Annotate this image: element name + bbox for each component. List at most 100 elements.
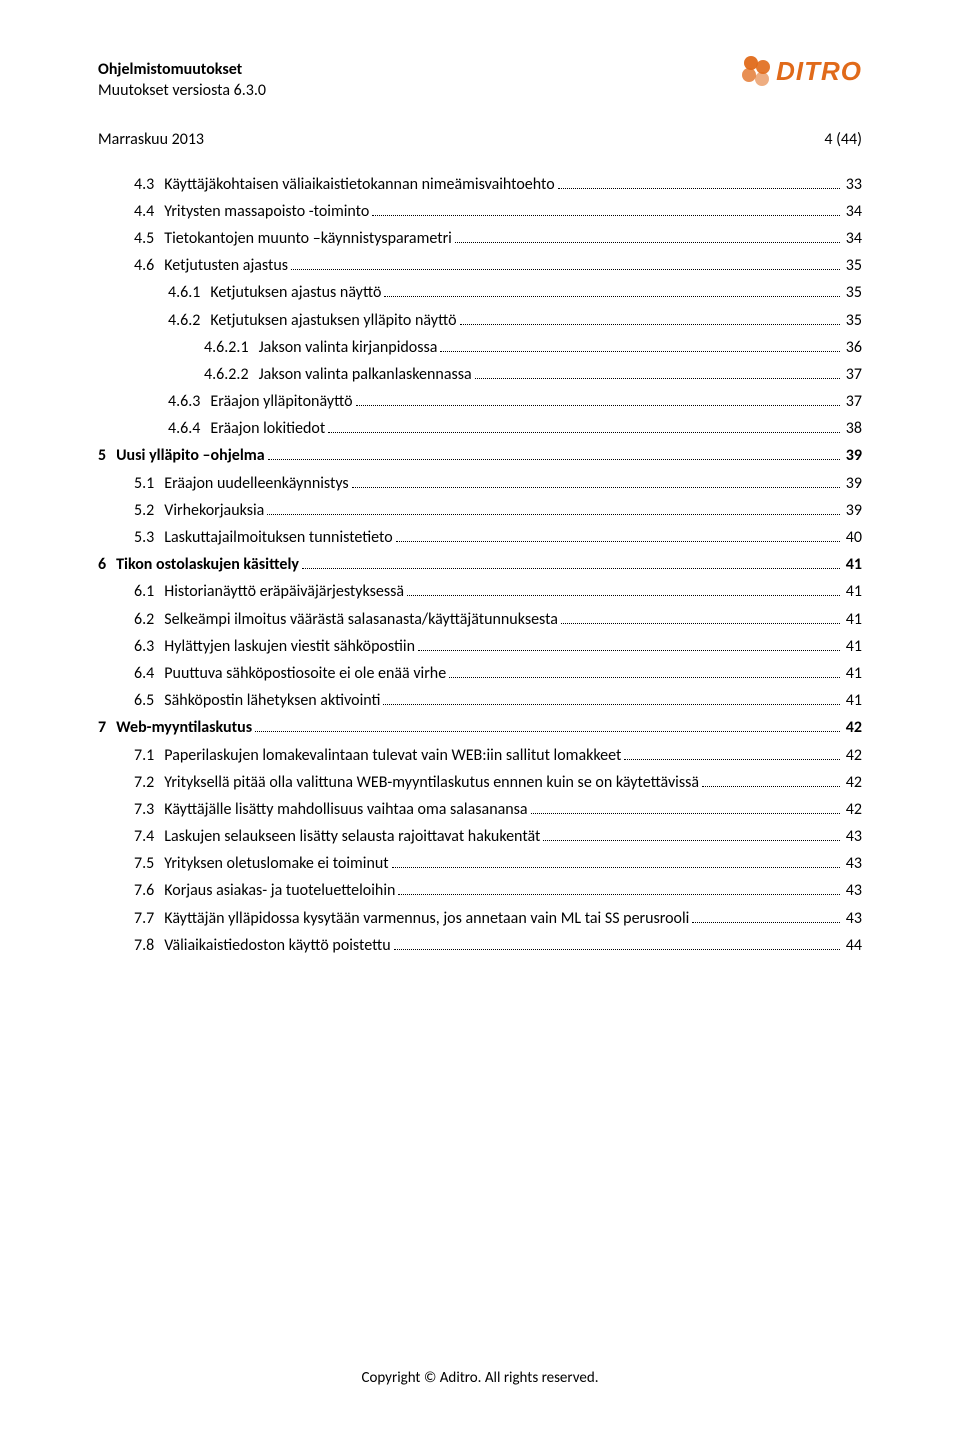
toc-entry-title: Jakson valinta palkanlaskennassa [259, 361, 472, 388]
toc-entry-title: Eräajon lokitiedot [210, 415, 325, 442]
toc-entry-title: Puuttuva sähköpostiosoite ei ole enää vi… [164, 660, 446, 687]
toc-entry-title: Eräajon ylläpitonäyttö [210, 388, 352, 415]
toc-leader-dots [352, 474, 840, 488]
toc-entry-page: 43 [843, 850, 862, 877]
toc-leader-dots [407, 583, 840, 597]
toc-leader-dots [449, 664, 840, 678]
date-page-row: Marraskuu 2013 4 (44) [98, 130, 862, 149]
toc-entry-number: 7.5 [134, 850, 164, 877]
toc-entry[interactable]: 4.6Ketjutusten ajastus35 [98, 252, 862, 279]
toc-entry-number: 4.6.2.1 [204, 334, 259, 361]
toc-leader-dots [702, 773, 840, 787]
toc-entry-number: 4.6.1 [168, 279, 210, 306]
toc-leader-dots [475, 365, 840, 379]
toc-leader-dots [561, 610, 840, 624]
toc-entry[interactable]: 6.1Historianäyttö eräpäiväjärjestyksessä… [98, 578, 862, 605]
toc-entry[interactable]: 7.2Yrityksellä pitää olla valittuna WEB-… [98, 769, 862, 796]
toc-entry[interactable]: 7.7Käyttäjän ylläpidossa kysytään varmen… [98, 905, 862, 932]
toc-entry-title: Sähköpostin lähetyksen aktivointi [164, 687, 380, 714]
toc-leader-dots [255, 719, 840, 733]
toc-entry[interactable]: 4.6.3Eräajon ylläpitonäyttö37 [98, 388, 862, 415]
toc-entry-number: 4.3 [134, 171, 164, 198]
toc-entry-title: Web-myyntilaskutus [116, 714, 252, 741]
toc-entry-page: 41 [843, 578, 862, 605]
toc-entry-page: 39 [843, 442, 862, 469]
toc-entry[interactable]: 4.3Käyttäjäkohtaisen väliaikaistietokann… [98, 171, 862, 198]
toc-entry-title: Ketjutuksen ajastuksen ylläpito näyttö [210, 307, 456, 334]
toc-entry-number: 7.6 [134, 877, 164, 904]
toc-entry-number: 6.1 [134, 578, 164, 605]
toc-entry-number: 6.5 [134, 687, 164, 714]
toc-entry[interactable]: 4.6.1Ketjutuksen ajastus näyttö 35 [98, 279, 862, 306]
toc-entry-page: 39 [843, 470, 862, 497]
toc-entry-title: Yrityksellä pitää olla valittuna WEB-myy… [164, 769, 699, 796]
toc-entry[interactable]: 7.1Paperilaskujen lomakevalintaan tuleva… [98, 742, 862, 769]
toc-entry-number: 6.4 [134, 660, 164, 687]
toc-entry[interactable]: 7.5Yrityksen oletuslomake ei toiminut43 [98, 850, 862, 877]
toc-entry[interactable]: 5.3Laskuttajailmoituksen tunnistetieto40 [98, 524, 862, 551]
toc-entry-number: 4.6.4 [168, 415, 210, 442]
toc-entry-page: 43 [843, 877, 862, 904]
toc-entry[interactable]: 5Uusi ylläpito –ohjelma39 [98, 442, 862, 469]
toc-entry-page: 37 [843, 361, 862, 388]
toc-entry-number: 5.1 [134, 470, 164, 497]
toc-entry-number: 7.2 [134, 769, 164, 796]
toc-leader-dots [531, 800, 840, 814]
toc-entry-title: Virhekorjauksia [164, 497, 264, 524]
toc-entry[interactable]: 7.4Laskujen selaukseen lisätty selausta … [98, 823, 862, 850]
toc-entry[interactable]: 4.4Yritysten massapoisto -toiminto34 [98, 198, 862, 225]
toc-entry-title: Jakson valinta kirjanpidossa [259, 334, 438, 361]
toc-entry-page: 33 [843, 171, 862, 198]
toc-entry-title: Ketjutuksen ajastus näyttö [210, 279, 381, 306]
toc-leader-dots [455, 229, 840, 243]
toc-entry-page: 35 [843, 279, 862, 306]
toc-entry-page: 41 [843, 606, 862, 633]
logo-text: DITRO [776, 56, 862, 87]
toc-entry-title: Paperilaskujen lomakevalintaan tulevat v… [164, 742, 621, 769]
toc-entry[interactable]: 6.5Sähköpostin lähetyksen aktivointi41 [98, 687, 862, 714]
page-header: Ohjelmistomuutokset Muutokset versiosta … [98, 60, 862, 102]
toc-entry[interactable]: 4.6.4Eräajon lokitiedot38 [98, 415, 862, 442]
toc-entry-page: 34 [843, 225, 862, 252]
toc-entry-number: 4.6.3 [168, 388, 210, 415]
toc-entry-number: 4.5 [134, 225, 164, 252]
toc-entry-page: 34 [843, 198, 862, 225]
toc-entry[interactable]: 6.4Puuttuva sähköpostiosoite ei ole enää… [98, 660, 862, 687]
toc-entry-title: Laskujen selaukseen lisätty selausta raj… [164, 823, 540, 850]
toc-leader-dots [372, 202, 839, 216]
toc-entry[interactable]: 7.6Korjaus asiakas- ja tuoteluetteloihin… [98, 877, 862, 904]
toc-leader-dots [392, 855, 840, 869]
toc-entry-number: 7.1 [134, 742, 164, 769]
toc-entry[interactable]: 7.8Väliaikaistiedoston käyttö poistettu4… [98, 932, 862, 959]
toc-entry-number: 4.6.2.2 [204, 361, 259, 388]
toc-entry[interactable]: 4.5Tietokantojen muunto –käynnistysparam… [98, 225, 862, 252]
toc-entry[interactable]: 4.6.2.2Jakson valinta palkanlaskennassa 3… [98, 361, 862, 388]
toc-entry-page: 42 [843, 769, 862, 796]
toc-entry[interactable]: 5.1Eräajon uudelleenkäynnistys39 [98, 470, 862, 497]
toc-entry[interactable]: 5.2Virhekorjauksia39 [98, 497, 862, 524]
toc-entry[interactable]: 4.6.2.1Jakson valinta kirjanpidossa36 [98, 334, 862, 361]
toc-entry[interactable]: 6.2Selkeämpi ilmoitus väärästä salasanas… [98, 606, 862, 633]
toc-entry-title: Ketjutusten ajastus [164, 252, 288, 279]
toc-entry-number: 4.4 [134, 198, 164, 225]
toc-entry-page: 41 [843, 633, 862, 660]
toc-entry[interactable]: 7.3Käyttäjälle lisätty mahdollisuus vaih… [98, 796, 862, 823]
toc-leader-dots [692, 909, 839, 923]
toc-entry-number: 6.3 [134, 633, 164, 660]
toc-entry-title: Korjaus asiakas- ja tuoteluetteloihin [164, 877, 395, 904]
toc-leader-dots [396, 528, 840, 542]
toc-leader-dots [624, 746, 839, 760]
logo-icon [740, 54, 774, 88]
toc-leader-dots [543, 828, 839, 842]
toc-entry-page: 41 [843, 660, 862, 687]
toc-entry[interactable]: 6Tikon ostolaskujen käsittely41 [98, 551, 862, 578]
toc-entry-number: 5.2 [134, 497, 164, 524]
toc-entry[interactable]: 4.6.2Ketjutuksen ajastuksen ylläpito näy… [98, 307, 862, 334]
toc-entry-title: Käyttäjälle lisätty mahdollisuus vaihtaa… [164, 796, 527, 823]
toc-entry[interactable]: 7Web-myyntilaskutus42 [98, 714, 862, 741]
toc-leader-dots [418, 637, 840, 651]
table-of-contents: 4.3Käyttäjäkohtaisen väliaikaistietokann… [98, 171, 862, 959]
toc-leader-dots [394, 936, 840, 950]
toc-entry[interactable]: 6.3Hylättyjen laskujen viestit sähköpost… [98, 633, 862, 660]
toc-entry-title: Tietokantojen muunto –käynnistysparametr… [164, 225, 452, 252]
